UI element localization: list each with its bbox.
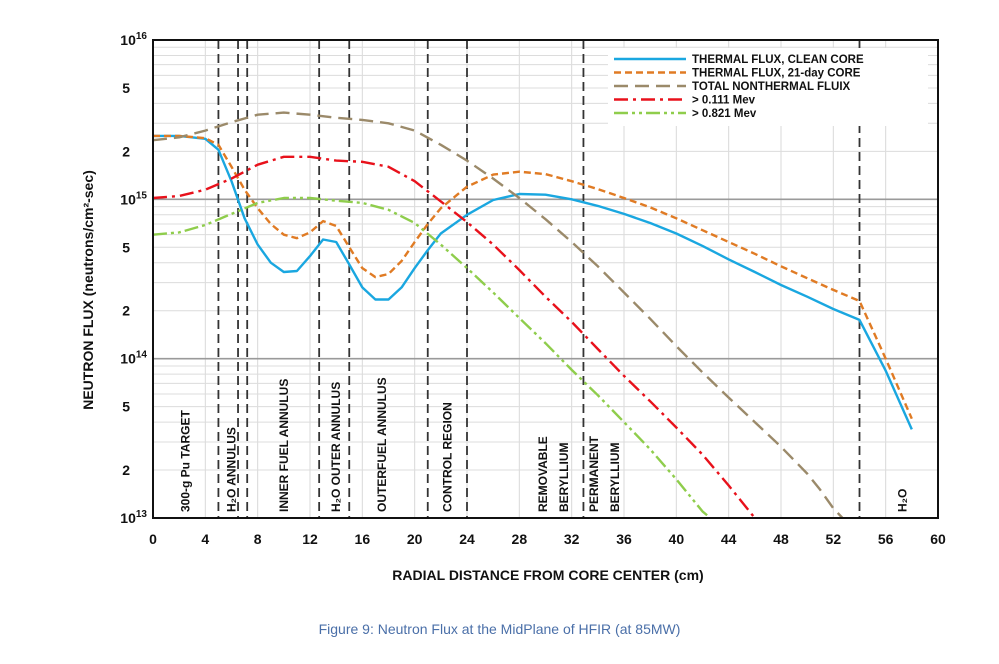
y-tick-label-4: 2 — [122, 303, 130, 319]
region-label-0: 300-g Pu TARGET — [179, 410, 193, 512]
legend-label-3: > 0.111 Mev — [692, 95, 756, 107]
x-tick-label-10: 40 — [669, 531, 685, 547]
y-tick-label-8: 5 — [122, 80, 130, 96]
y-tick-label-9: 1016 — [120, 31, 147, 48]
region-label-5: CONTROL REGION — [440, 402, 454, 512]
series-line-4 — [152, 196, 712, 519]
region-label-9: BERYLLIUM — [608, 442, 622, 512]
legend: THERMAL FLUX, CLEAN CORE THERMAL FLUX, 21… — [608, 48, 928, 126]
legend-label-1: THERMAL FLUX, 21-day CORE — [692, 68, 861, 80]
x-tick-label-4: 16 — [355, 531, 371, 547]
region-label-7: BERYLLIUM — [557, 442, 571, 512]
figure-caption: Figure 9: Neutron Flux at the MidPlane o… — [318, 621, 681, 637]
x-tick-label-3: 12 — [302, 531, 318, 547]
series-line-2 — [152, 111, 844, 519]
y-tick-label-3: 1014 — [120, 350, 147, 367]
x-tick-label-14: 56 — [878, 531, 894, 547]
region-labels: 300-g Pu TARGET H₂O ANNULUS INNER FUEL ANN… — [179, 377, 910, 512]
region-label-6: REMOVABLE — [536, 436, 550, 512]
x-tick-label-1: 4 — [201, 531, 209, 547]
region-label-2: INNER FUEL ANNULUS — [277, 379, 291, 512]
plot-frame — [152, 39, 939, 519]
legend-label-4: > 0.821 Mev — [692, 108, 757, 120]
legend-label-2: TOTAL NONTHERMAL FLUIX — [692, 81, 851, 93]
x-tick-label-11: 44 — [721, 531, 737, 547]
region-label-10: H₂O — [896, 489, 910, 512]
series-lines — [152, 111, 913, 519]
x-tick-label-2: 8 — [254, 531, 262, 547]
x-tick-label-7: 28 — [512, 531, 528, 547]
x-tick-label-12: 48 — [773, 531, 789, 547]
series-line-1 — [153, 134, 913, 420]
x-tick-label-9: 36 — [616, 531, 632, 547]
x-tick-label-8: 32 — [564, 531, 580, 547]
y-tick-label-2: 5 — [122, 399, 130, 415]
y-tick-labels: 1013 2 5 1014 2 5 1015 2 5 1016 — [120, 31, 147, 526]
y-tick-label-6: 1015 — [120, 190, 147, 207]
y-axis-title: NEUTRON FLUX (neutrons/cm²-sec) — [80, 170, 96, 410]
series-line-3 — [152, 155, 756, 519]
series-line-0 — [153, 134, 913, 430]
legend-label-0: THERMAL FLUX, CLEAN CORE — [692, 54, 864, 66]
x-tick-labels: 0 4 8 12 16 20 24 28 32 36 40 44 48 52 56 60 — [149, 531, 946, 547]
x-tick-label-0: 0 — [149, 531, 157, 547]
y-tick-label-5: 5 — [122, 239, 130, 255]
x-tick-label-13: 52 — [826, 531, 842, 547]
x-tick-label-15: 60 — [930, 531, 946, 547]
region-label-1: H₂O ANNULUS — [225, 427, 239, 512]
region-boundaries — [217, 40, 861, 518]
y-tick-label-7: 2 — [122, 143, 130, 159]
x-tick-label-6: 24 — [459, 531, 475, 547]
region-label-3: H₂O OUTER ANNULUS — [329, 382, 343, 512]
region-label-8: PERMANENT — [587, 435, 601, 512]
x-tick-label-5: 20 — [407, 531, 423, 547]
region-label-4: OUTERFUEL ANNULUS — [375, 377, 389, 512]
y-tick-label-1: 2 — [122, 462, 130, 478]
y-tick-label-0: 1013 — [120, 509, 147, 526]
x-axis-title: RADIAL DISTANCE FROM CORE CENTER (cm) — [392, 567, 703, 583]
